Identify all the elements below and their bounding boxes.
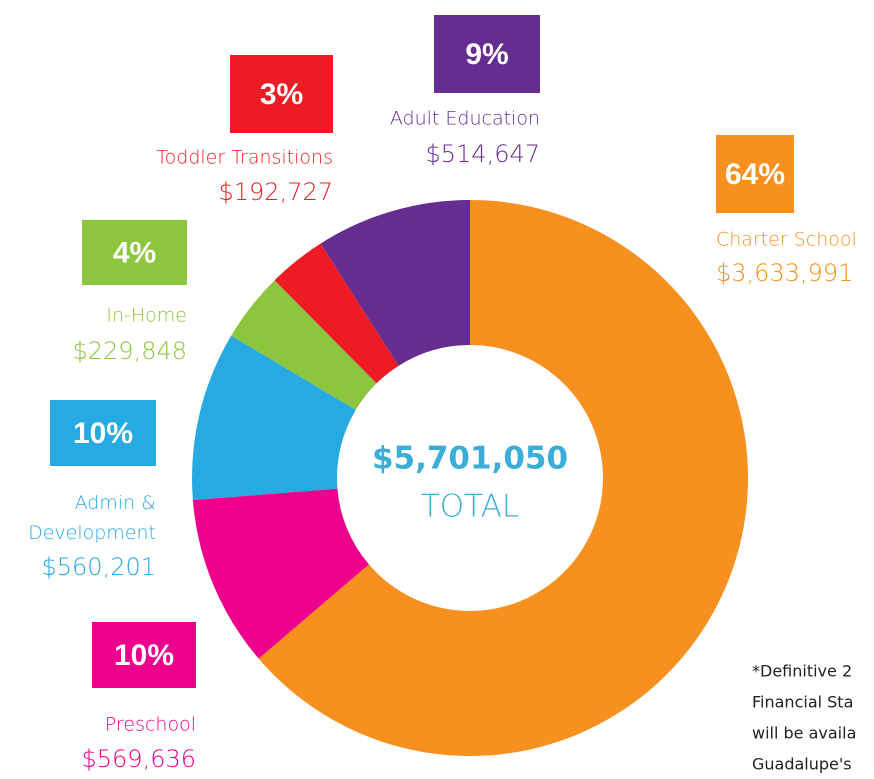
percent-badge bbox=[82, 220, 187, 285]
footnote-line: will be availa bbox=[752, 724, 856, 743]
total-caption: TOTAL bbox=[421, 489, 519, 525]
footnote-line: Financial Sta bbox=[752, 693, 853, 712]
percent-badge bbox=[434, 15, 540, 93]
value-label: $514,647 bbox=[425, 140, 540, 168]
donut-slice bbox=[192, 488, 369, 659]
footnote-line: Guadalupe's bbox=[752, 755, 852, 774]
footnote-line: *Definitive 2 bbox=[752, 662, 852, 681]
value-label: $3,633,991 bbox=[716, 259, 853, 287]
percent-badge bbox=[716, 135, 794, 213]
percent-label: 9% bbox=[465, 38, 508, 71]
value-label: $569,636 bbox=[81, 745, 196, 773]
donut-slice bbox=[231, 280, 377, 410]
category-label: Toddler Transitions bbox=[156, 147, 333, 169]
percent-label: 64% bbox=[725, 158, 785, 191]
category-label: Adult Education bbox=[390, 108, 540, 130]
value-label: $560,201 bbox=[41, 553, 156, 581]
percent-badge bbox=[92, 622, 196, 688]
donut-slice bbox=[320, 200, 470, 366]
percent-label: 3% bbox=[260, 78, 303, 111]
donut-slice bbox=[192, 335, 356, 501]
value-label: $229,848 bbox=[72, 337, 187, 365]
category-label: Preschool bbox=[105, 714, 196, 736]
percent-label: 10% bbox=[114, 639, 174, 672]
percent-label: 10% bbox=[73, 417, 133, 450]
percent-badge bbox=[50, 400, 156, 466]
total-value: $5,701,050 bbox=[372, 441, 568, 477]
donut-slice bbox=[274, 243, 399, 384]
percent-label: 4% bbox=[113, 236, 156, 269]
category-label: Charter School bbox=[716, 229, 857, 251]
category-label: Admin & Development bbox=[28, 492, 156, 544]
donut-slice bbox=[258, 200, 748, 757]
value-label: $192,727 bbox=[218, 178, 333, 206]
percent-badge bbox=[230, 55, 333, 133]
category-label: In-Home bbox=[106, 305, 187, 327]
